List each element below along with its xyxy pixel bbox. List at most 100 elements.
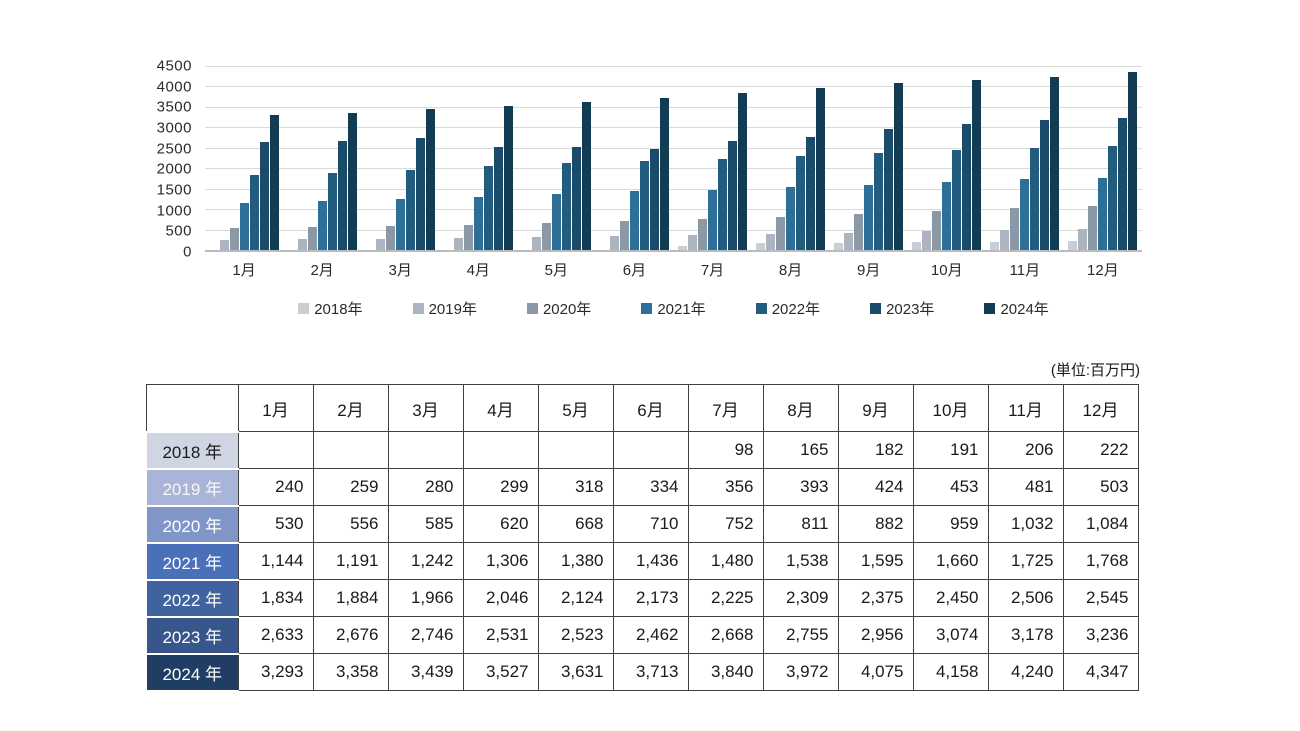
bar-2019年-11月 bbox=[1000, 230, 1010, 250]
bar-2018年-11月 bbox=[990, 241, 1000, 250]
legend-label: 2018年 bbox=[314, 301, 363, 318]
table-cell: 3,840 bbox=[687, 653, 764, 691]
table-cell: 3,439 bbox=[387, 653, 464, 691]
table-cell: 3,178 bbox=[987, 616, 1064, 654]
bar-2020年-6月 bbox=[619, 220, 629, 250]
table-cell: 1,084 bbox=[1062, 505, 1139, 543]
bar-2020年-1月 bbox=[229, 228, 239, 250]
column-header-4月: 4月 bbox=[462, 384, 539, 432]
table-header-row: 1月 2月 3月 4月 5月 6月 7月 8月 9月 10月 11月 12月 bbox=[145, 384, 1139, 432]
table-cell: 1,306 bbox=[462, 542, 539, 580]
bar-2024年-10月 bbox=[972, 79, 982, 250]
y-axis-tick-label: 500 bbox=[165, 222, 192, 240]
row-header: 2019 年 bbox=[145, 467, 239, 507]
column-header-3月: 3月 bbox=[387, 384, 464, 432]
legend-label: 2024年 bbox=[1000, 301, 1049, 318]
bar-2019年-10月 bbox=[922, 231, 932, 250]
table-cell: 1,595 bbox=[837, 542, 914, 580]
table-cell: 1,884 bbox=[312, 579, 389, 617]
bar-group-11月 bbox=[986, 66, 1064, 250]
legend-label: 2019年 bbox=[428, 301, 477, 318]
chart-body: 0 500 1000 1500 2000 2500 3000 3500 4000 4500 bbox=[150, 58, 1142, 261]
table-cell: 453 bbox=[912, 468, 989, 506]
table-cell: 2,755 bbox=[762, 616, 839, 654]
bar-2022年-9月 bbox=[874, 152, 884, 250]
column-header-8月: 8月 bbox=[762, 384, 839, 432]
x-axis-label: 12月 bbox=[1087, 262, 1119, 279]
table-row: 2019 年 240 259 280 299 318 334 356 393 424 453 481 5… bbox=[145, 467, 1139, 507]
table-cell: 2,531 bbox=[462, 616, 539, 654]
bar-2024年-11月 bbox=[1050, 76, 1060, 250]
bar-2023年-1月 bbox=[259, 142, 269, 250]
bar-2024年-3月 bbox=[425, 109, 435, 250]
table-cell: 4,240 bbox=[987, 653, 1064, 691]
bar-2022年-5月 bbox=[561, 163, 571, 250]
y-axis: 0 500 1000 1500 2000 2500 3000 3500 4000 4500 bbox=[150, 58, 205, 261]
table-row: 2018 年 98 165 182 191 206 222 bbox=[145, 430, 1139, 470]
legend-label: 2020年 bbox=[542, 301, 592, 318]
bar-2023年-5月 bbox=[571, 146, 581, 250]
bar-2019年-9月 bbox=[844, 232, 854, 250]
bar-group-12月 bbox=[1064, 66, 1142, 250]
table-cell: 3,236 bbox=[1062, 616, 1139, 654]
bar-2021年-5月 bbox=[551, 193, 561, 250]
legend-item-2019年: 2019年 bbox=[412, 298, 477, 319]
y-axis-tick-label: 3000 bbox=[156, 119, 192, 137]
bar-2021年-11月 bbox=[1020, 179, 1030, 250]
bar-group-8月 bbox=[752, 66, 830, 250]
gridline bbox=[205, 188, 1142, 190]
bar-2022年-8月 bbox=[796, 155, 806, 250]
row-header: 2024 年 bbox=[145, 652, 239, 692]
legend-marker-icon bbox=[526, 303, 538, 314]
bar-group-3月 bbox=[361, 66, 439, 250]
bar-2018年-10月 bbox=[912, 242, 922, 250]
table-cell: 3,074 bbox=[912, 616, 989, 654]
bar-2019年-2月 bbox=[297, 239, 307, 250]
x-axis-label: 5月 bbox=[544, 262, 569, 279]
x-axis-label: 6月 bbox=[622, 262, 647, 279]
y-axis-tick-label: 2000 bbox=[156, 160, 192, 178]
x-axis-label: 9月 bbox=[856, 262, 881, 279]
monthly-revenue-table: 1月 2月 3月 4月 5月 6月 7月 8月 9月 10月 11月 12月 2018 年 98 165 1… bbox=[145, 384, 1139, 692]
gridline bbox=[205, 127, 1142, 129]
bar-2021年-9月 bbox=[864, 184, 874, 250]
table-cell: 3,972 bbox=[762, 653, 839, 691]
table-cell: 191 bbox=[912, 431, 989, 469]
bar-2021年-10月 bbox=[942, 182, 952, 250]
table-cell: 3,713 bbox=[612, 653, 689, 691]
x-axis-label: 4月 bbox=[466, 262, 490, 279]
bar-2020年-2月 bbox=[307, 227, 317, 250]
table-corner-cell bbox=[145, 384, 239, 432]
table-cell: 585 bbox=[387, 505, 464, 543]
x-axis-label: 11月 bbox=[1009, 262, 1041, 279]
table-cell: 620 bbox=[462, 505, 539, 543]
bar-group-6月 bbox=[595, 66, 673, 250]
legend-item-2023年: 2023年 bbox=[870, 298, 934, 319]
bar-2023年-11月 bbox=[1040, 120, 1050, 250]
bar-2024年-9月 bbox=[894, 83, 904, 250]
table-cell: 182 bbox=[837, 431, 914, 469]
table-row: 2023 年 2,633 2,676 2,746 2,531 2,523 2,462 2,66… bbox=[145, 615, 1139, 655]
x-axis-label: 7月 bbox=[700, 262, 725, 279]
gridline bbox=[205, 106, 1142, 108]
x-axis-label: 1月 bbox=[232, 262, 256, 279]
table-cell: 3,358 bbox=[312, 653, 389, 691]
x-axis-label: 3月 bbox=[388, 262, 412, 279]
table-cell: 503 bbox=[1062, 468, 1139, 506]
bar-2021年-7月 bbox=[708, 189, 717, 250]
table-cell bbox=[462, 431, 539, 469]
bar-2024年-1月 bbox=[269, 115, 279, 250]
table-cell: 882 bbox=[837, 505, 914, 543]
legend-marker-icon bbox=[412, 303, 424, 314]
table-cell: 98 bbox=[687, 431, 764, 469]
bar-2021年-8月 bbox=[786, 187, 796, 250]
table-cell: 3,527 bbox=[462, 653, 539, 691]
table-cell: 206 bbox=[987, 431, 1064, 469]
bar-2022年-6月 bbox=[639, 161, 649, 250]
bar-group-2月 bbox=[283, 66, 361, 250]
bar-group-5月 bbox=[517, 66, 595, 250]
bar-2021年-2月 bbox=[317, 201, 327, 250]
bar-2024年-7月 bbox=[738, 93, 747, 250]
bar-2020年-11月 bbox=[1010, 207, 1020, 250]
bar-2024年-8月 bbox=[816, 87, 826, 250]
